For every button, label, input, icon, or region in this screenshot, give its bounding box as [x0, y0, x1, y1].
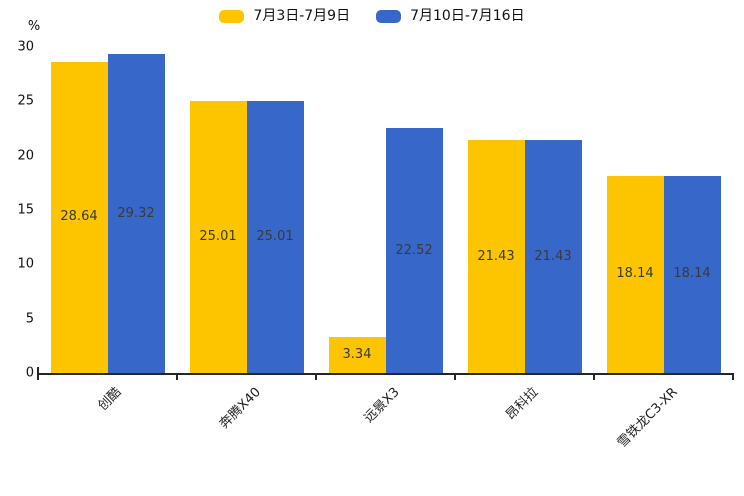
bar-value-label: 29.32 — [117, 205, 155, 221]
y-tick-label: 30 — [17, 39, 34, 55]
x-category-label: 奔腾X40 — [216, 384, 264, 432]
bar-远景X3-series0 — [328, 336, 386, 373]
x-category-label: 远景X3 — [361, 384, 403, 426]
bar-value-label: 21.43 — [534, 248, 572, 264]
legend: 7月3日-7月9日 7月10日-7月16日 — [0, 8, 744, 24]
bar-value-label: 25.01 — [199, 229, 237, 245]
legend-item-1: 7月10日-7月16日 — [376, 8, 525, 24]
bar-雪铁龙C3-XR-series1 — [663, 175, 721, 373]
legend-label: 7月3日-7月9日 — [253, 8, 351, 24]
x-axis-line — [38, 373, 733, 375]
x-axis-tick — [37, 373, 39, 380]
legend-item-0: 7月3日-7月9日 — [219, 8, 350, 24]
x-axis-tick — [315, 373, 317, 380]
x-axis-tick — [732, 373, 734, 380]
y-tick-label: 20 — [17, 148, 34, 164]
x-category-label: 创酷 — [95, 384, 125, 414]
bar-创酷-series0 — [50, 61, 108, 373]
legend-swatch-icon — [219, 9, 245, 23]
bar-value-label: 25.01 — [256, 229, 294, 245]
y-tick-label: 10 — [17, 256, 34, 272]
bar-value-label: 18.14 — [616, 266, 654, 282]
bar-奔腾X40-series0 — [189, 101, 247, 373]
x-axis-tick — [593, 373, 595, 380]
y-tick-label: 0 — [25, 365, 34, 381]
y-tick-label: 15 — [17, 202, 34, 218]
bar-奔腾X40-series1 — [246, 101, 304, 373]
bar-雪铁龙C3-XR-series0 — [606, 175, 664, 373]
bar-value-label: 3.34 — [342, 346, 372, 362]
bar-昂科拉-series1 — [524, 140, 582, 373]
bar-value-label: 18.14 — [673, 266, 711, 282]
bar-value-label: 28.64 — [60, 209, 98, 225]
y-axis-stub — [37, 367, 39, 373]
x-category-label: 昂科拉 — [503, 384, 542, 424]
y-axis-unit-label: % — [27, 19, 41, 34]
y-tick-label: 5 — [25, 311, 34, 327]
bar-value-label: 22.52 — [395, 242, 433, 258]
bar-昂科拉-series0 — [467, 140, 525, 373]
y-tick-label: 25 — [17, 93, 34, 109]
bar-远景X3-series1 — [385, 128, 443, 373]
x-category-label: 雪铁龙C3-XR — [614, 384, 681, 451]
x-axis-tick — [176, 373, 178, 380]
x-axis-tick — [454, 373, 456, 380]
bar-value-label: 21.43 — [477, 248, 515, 264]
legend-swatch-icon — [376, 9, 402, 23]
bar-创酷-series1 — [107, 54, 165, 373]
legend-label: 7月10日-7月16日 — [410, 8, 525, 24]
